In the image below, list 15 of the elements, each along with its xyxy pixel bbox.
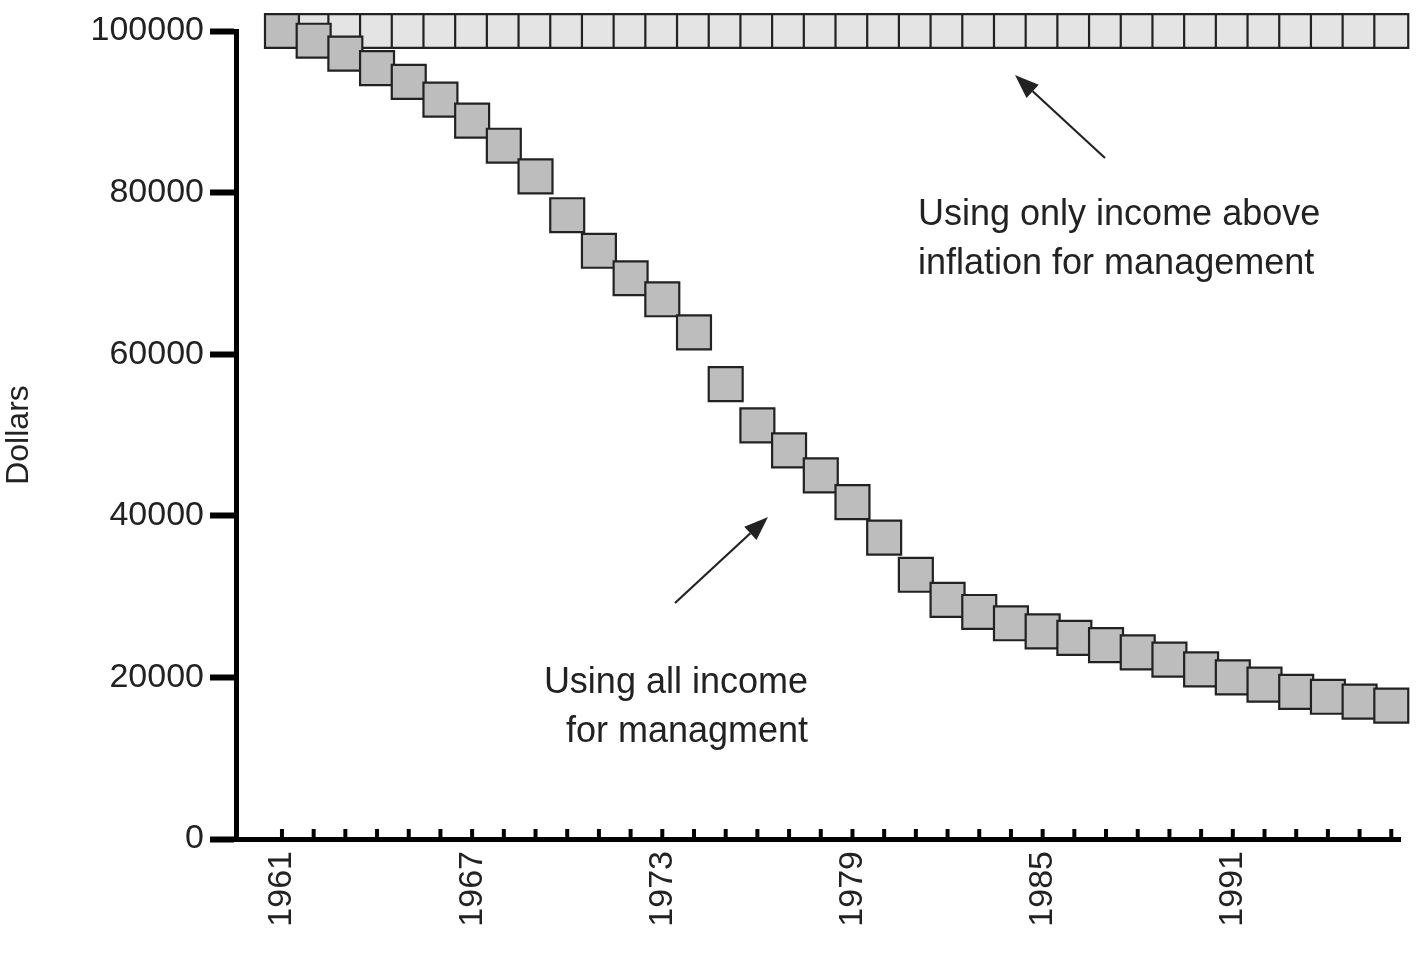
y-tick-label: 20000	[109, 655, 204, 694]
x-tick-label: 1979	[830, 851, 869, 927]
annotation: Using all income for managment	[543, 659, 808, 750]
x-tick-label: 1961	[260, 851, 299, 927]
y-tick-label: 0	[185, 817, 204, 856]
y-axis-title: Dollars	[0, 385, 36, 485]
y-tick-label: 60000	[109, 332, 204, 371]
x-tick-label: 1967	[450, 851, 489, 927]
x-tick-label: 1991	[1211, 851, 1250, 927]
x-tick-label: 1973	[640, 851, 679, 927]
y-tick-label: 80000	[109, 170, 204, 209]
x-tick-label: 1985	[1021, 851, 1060, 927]
y-tick-label: 100000	[90, 9, 204, 48]
annotation: Using only income above inflation for management	[918, 191, 1321, 282]
y-tick-label: 40000	[109, 494, 204, 533]
